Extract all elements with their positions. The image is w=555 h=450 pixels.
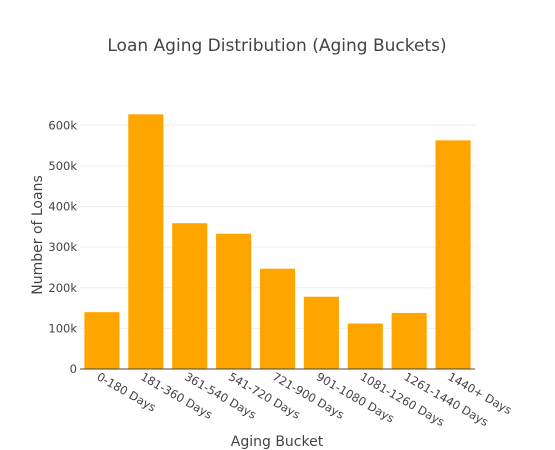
bar <box>216 233 252 369</box>
chart-title: Loan Aging Distribution (Aging Buckets) <box>107 36 446 56</box>
y-tick-label: 0 <box>70 362 77 376</box>
y-tick-label: 600k <box>48 118 77 132</box>
bar <box>303 296 339 369</box>
y-tick-label: 100k <box>48 321 77 335</box>
bar <box>391 312 427 369</box>
bar <box>435 140 471 369</box>
bar <box>347 323 383 369</box>
y-tick-labels: 0 100k 200k 300k 400k 500k 600k <box>48 118 77 376</box>
bars <box>84 114 471 369</box>
bar <box>128 114 164 369</box>
y-tick-label: 500k <box>48 159 77 173</box>
y-tick-label: 200k <box>48 281 77 295</box>
bar <box>84 312 120 369</box>
bar <box>259 268 296 369</box>
x-axis-title: Aging Bucket <box>231 434 324 450</box>
y-tick-label: 400k <box>48 200 77 214</box>
y-tick-label: 300k <box>48 240 77 254</box>
bar <box>172 223 208 369</box>
y-axis-title: Number of Loans <box>30 175 46 295</box>
